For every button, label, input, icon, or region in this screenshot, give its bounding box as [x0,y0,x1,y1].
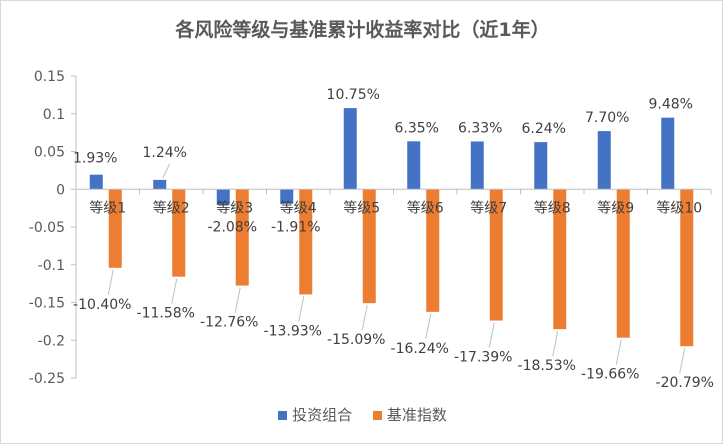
category-label: 等级8 [534,199,571,216]
y-tick-label: -0.25 [29,371,65,387]
portfolio-bar [661,117,675,190]
y-tick-label: 0.05 [34,145,65,161]
category-label: 等级7 [470,199,507,216]
category-label: 等级6 [407,199,444,216]
data-label-leader [679,348,686,374]
portfolio-bar [89,174,103,190]
category-label: 等级3 [216,199,253,216]
benchmark-data-label: -15.09% [327,332,385,348]
portfolio-data-label: 6.24% [522,121,566,137]
chart-legend: 投资组合 基准指数 [1,404,723,425]
legend-swatch-portfolio [278,411,288,420]
benchmark-bar [108,189,122,268]
benchmark-bar [362,189,376,304]
y-tick-label: -0.2 [38,333,65,349]
portfolio-bar [470,141,484,190]
y-tick-label: -0.1 [38,258,65,274]
portfolio-bar [407,141,421,190]
portfolio-data-label: 1.24% [143,145,187,161]
data-label-leader [615,339,622,365]
benchmark-data-label: -18.53% [518,358,576,374]
data-label-leader [488,322,495,348]
portfolio-data-label: 9.48% [649,97,693,113]
chart-title: 各风险等级与基准累计收益率对比（近1年） [175,19,550,41]
portfolio-bar [597,131,611,190]
benchmark-bar [426,189,440,312]
benchmark-bar [235,189,249,286]
portfolio-data-label: -1.91% [271,219,321,235]
benchmark-data-label: -20.79% [656,375,714,391]
benchmark-bar [299,189,313,295]
portfolio-data-label: -2.08% [207,219,257,235]
benchmark-data-label: -13.93% [264,323,322,339]
legend-label-benchmark: 基准指数 [386,406,447,424]
portfolio-data-label: 6.33% [458,120,502,136]
benchmark-data-label: -10.40% [73,297,131,313]
benchmark-data-label: -16.24% [391,341,449,357]
portfolio-bar [153,179,167,190]
data-label-leader [107,269,114,295]
y-tick-label: 0.1 [43,107,65,123]
benchmark-bar [616,189,630,338]
portfolio-data-label: 7.70% [585,110,629,126]
legend-item-portfolio: 投资组合 [278,404,352,425]
data-label-leader [171,278,178,304]
portfolio-data-label: 10.75% [327,87,380,103]
portfolio-bar [534,142,548,190]
legend-item-benchmark: 基准指数 [372,404,447,425]
benchmark-data-label: -11.58% [137,306,195,322]
category-label: 等级10 [656,199,702,216]
category-label: 等级9 [597,199,634,216]
benchmark-bar [553,189,567,330]
category-label: 等级2 [153,199,190,216]
portfolio-bar [280,189,294,204]
data-label-leader [552,331,559,357]
y-tick-label: 0 [56,182,65,198]
benchmark-data-label: -19.66% [581,367,639,383]
portfolio-bar [216,189,230,205]
category-label: 等级5 [343,199,380,216]
data-label-leader [234,287,241,313]
portfolio-bar [343,108,357,190]
portfolio-data-label: 6.35% [395,120,439,136]
legend-swatch-benchmark [372,411,382,420]
y-tick-label: 0.15 [34,69,65,85]
benchmark-data-label: -17.39% [454,350,512,366]
data-label-leader [298,296,305,322]
benchmark-bar [680,189,694,347]
legend-label-portfolio: 投资组合 [292,406,353,424]
y-tick-label: -0.05 [29,220,65,236]
data-label-leader [162,163,171,179]
benchmark-bar [172,189,186,277]
category-label: 等级1 [89,199,126,216]
bar-chart-plot: 0.15 0.1 0.05 0 -0.05 -0.1 -0.15 -0.2 -0.25 等级1 等级… [29,69,714,391]
benchmark-data-label: -12.76% [200,315,258,331]
category-label: 等级4 [280,199,317,216]
benchmark-bar [489,189,503,321]
portfolio-data-label: 1.93% [73,151,117,167]
data-label-leader [361,305,368,331]
data-label-leader [425,313,432,339]
y-tick-label: -0.15 [29,296,65,312]
